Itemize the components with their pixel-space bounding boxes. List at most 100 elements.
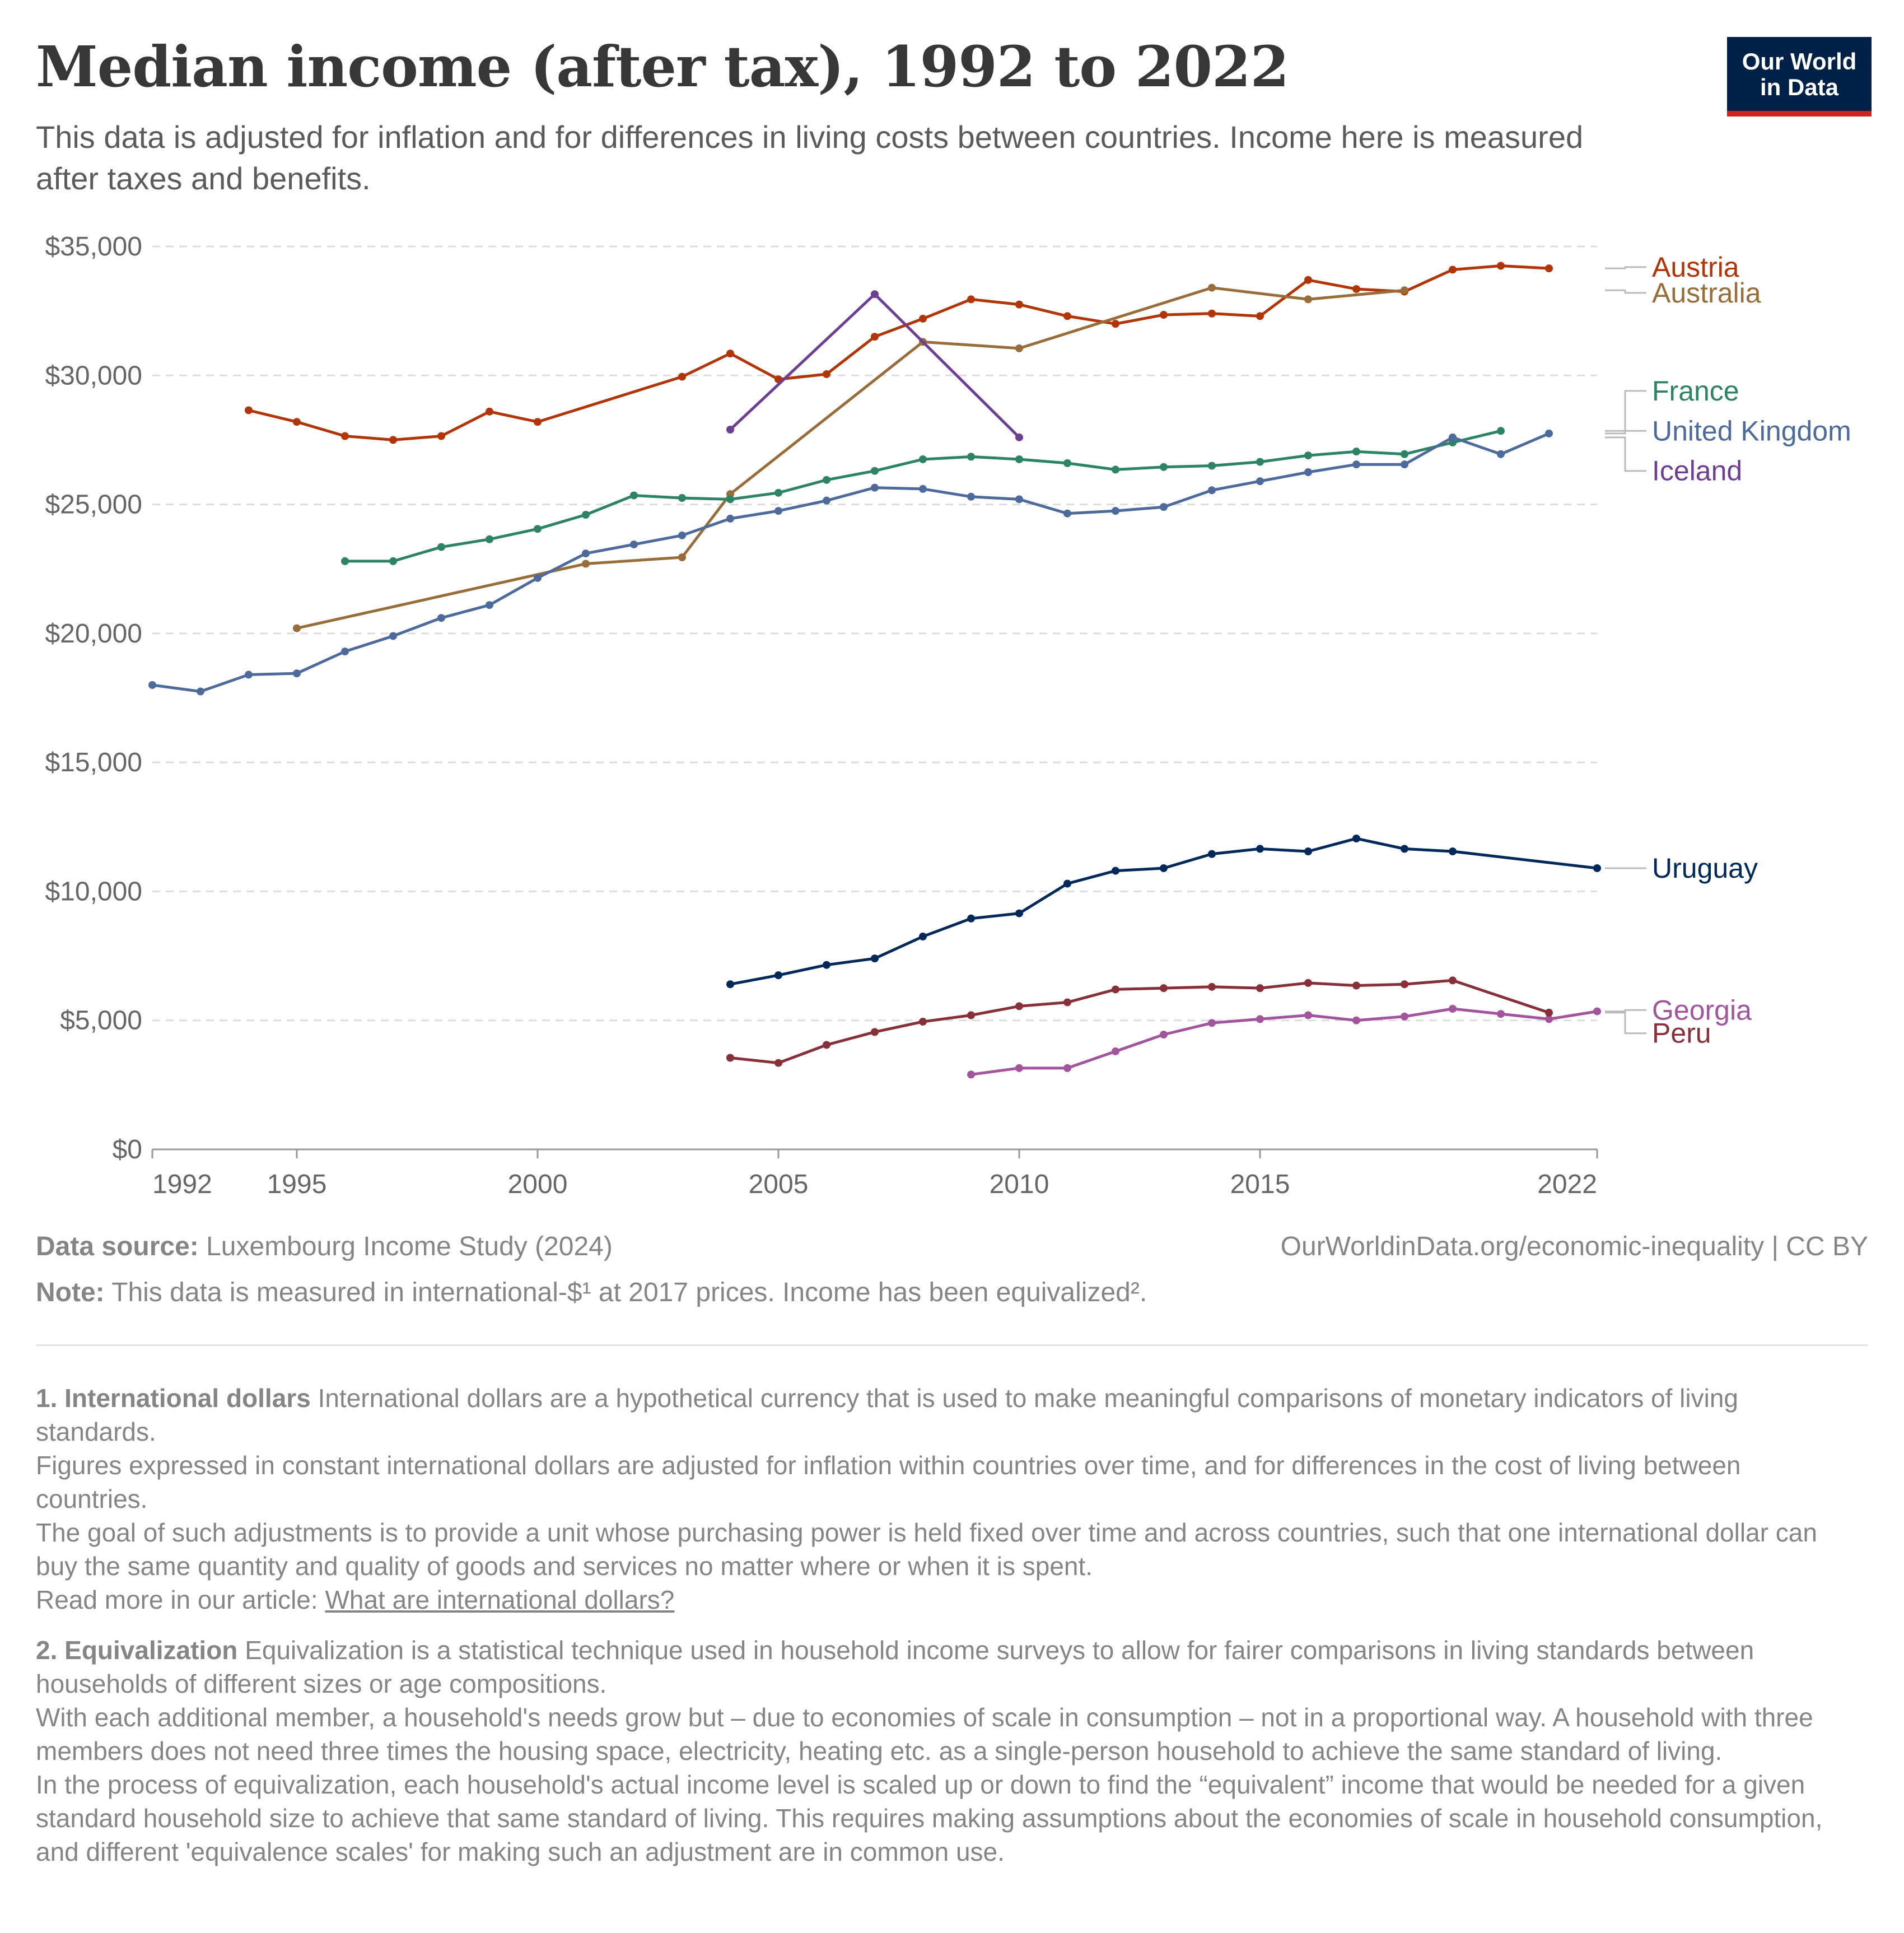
data-point	[871, 467, 879, 475]
data-point	[1304, 295, 1312, 304]
data-point	[1112, 507, 1119, 515]
x-tick-label: 2010	[990, 1170, 1049, 1199]
y-tick-label: $30,000	[45, 361, 142, 390]
data-point	[341, 557, 349, 565]
data-point	[1015, 909, 1023, 917]
data-point	[293, 418, 301, 426]
data-point	[1497, 450, 1505, 458]
x-tick-label: 2022	[1537, 1170, 1597, 1199]
owid-logo[interactable]: Our World in Data	[1727, 37, 1872, 117]
data-point	[919, 485, 927, 493]
data-point	[919, 933, 927, 941]
x-tick-label: 2000	[508, 1170, 568, 1199]
data-point	[678, 372, 686, 381]
data-point	[1401, 1012, 1408, 1021]
data-point	[1112, 465, 1119, 474]
line-chart: $0 $5,000 $10,000 $15,000 $20,000 $25,000 $30,…	[45, 232, 1851, 1199]
data-point	[1497, 262, 1505, 270]
data-point	[823, 961, 830, 969]
data-point	[1401, 980, 1408, 989]
legend-label: Uruguay	[1652, 853, 1758, 884]
data-point	[774, 488, 782, 497]
y-tick-label: $35,000	[45, 232, 142, 262]
grid-lines	[152, 245, 1597, 1022]
x-tick-label: 1995	[267, 1170, 327, 1199]
x-tick-label: 2005	[749, 1170, 809, 1199]
data-point	[1256, 312, 1264, 320]
data-point	[871, 954, 879, 963]
data-point	[293, 669, 301, 678]
legend-label: Austria	[1652, 251, 1739, 283]
data-point	[486, 407, 493, 416]
data-point	[1256, 845, 1264, 853]
footnote-2-label: 2. Equivalization	[36, 1636, 238, 1665]
legend-label: France	[1652, 375, 1739, 407]
legend-connector	[1605, 289, 1646, 294]
data-point	[871, 333, 879, 341]
series-line	[345, 429, 1501, 563]
footnote-2-text: Equivalization is a statistical techniqu…	[36, 1636, 1754, 1698]
footnote-1-p1: 1. International dollars International d…	[36, 1381, 1828, 1448]
data-point	[1015, 1002, 1023, 1010]
chart-title: Median income (after tax), 1992 to 2022	[36, 34, 1289, 100]
data-point	[1304, 847, 1312, 856]
data-point	[1352, 835, 1360, 843]
data-point	[1208, 486, 1216, 495]
data-point	[1352, 1016, 1360, 1024]
data-point	[1160, 1031, 1168, 1039]
legend-item-uruguay: Uruguay	[1605, 853, 1758, 884]
data-point	[389, 632, 397, 640]
data-point	[486, 535, 493, 543]
chart-subtitle: This data is adjusted for inflation and …	[36, 119, 1584, 196]
data-source: Data source: Luxembourg Income Study (20…	[36, 1231, 613, 1262]
data-point	[1112, 1047, 1119, 1055]
y-tick-label: $15,000	[45, 748, 142, 777]
data-point	[1015, 300, 1023, 309]
data-source-label: Data source:	[36, 1232, 199, 1261]
data-point	[1304, 1011, 1312, 1019]
data-point	[1112, 985, 1119, 994]
data-point	[1256, 1015, 1264, 1023]
data-point	[1449, 976, 1457, 985]
legend-item-france: France	[1605, 375, 1739, 432]
series-australia	[293, 283, 1408, 632]
data-point	[726, 980, 734, 989]
data-point	[1208, 283, 1216, 292]
data-point	[1545, 264, 1553, 273]
series-line	[729, 292, 1020, 439]
site-attribution[interactable]: OurWorldinData.org/economic-inequality |…	[1280, 1232, 1868, 1261]
data-point	[774, 971, 782, 980]
data-point	[630, 491, 638, 500]
y-tick-label: $5,000	[60, 1006, 142, 1036]
data-point	[678, 531, 686, 539]
data-point	[967, 914, 975, 923]
data-source-text[interactable]: Luxembourg Income Study (2024)	[206, 1232, 613, 1261]
data-point	[678, 494, 686, 502]
data-point	[1063, 312, 1071, 320]
legend-item-iceland: Iceland	[1605, 436, 1742, 487]
legend-label: United Kingdom	[1652, 415, 1851, 446]
data-point	[1208, 850, 1216, 858]
data-point	[1063, 459, 1071, 467]
legend-connector	[1605, 390, 1646, 432]
data-point	[1545, 1008, 1553, 1017]
data-point	[1015, 495, 1023, 504]
x-tick-label: 2015	[1230, 1170, 1290, 1199]
series-line	[730, 837, 1598, 986]
legend-item-australia: Australia	[1605, 277, 1761, 309]
data-point	[871, 1028, 879, 1036]
legend-connector	[1605, 1009, 1646, 1013]
data-point	[1401, 845, 1408, 853]
series-austria	[245, 262, 1553, 444]
legend-connector	[1605, 436, 1646, 472]
legend-label: Australia	[1652, 277, 1761, 309]
footnote-1-p3: The goal of such adjustments is to provi…	[36, 1518, 1817, 1581]
data-point	[678, 553, 686, 561]
data-point	[1449, 847, 1457, 856]
data-point	[437, 432, 445, 440]
international-dollars-link[interactable]: What are international dollars?	[325, 1585, 675, 1614]
footnotes: 1. International dollars International d…	[36, 1381, 1828, 1869]
data-point	[630, 540, 638, 548]
footnote-1-p2: Figures expressed in constant internatio…	[36, 1451, 1741, 1513]
data-point	[389, 557, 397, 565]
